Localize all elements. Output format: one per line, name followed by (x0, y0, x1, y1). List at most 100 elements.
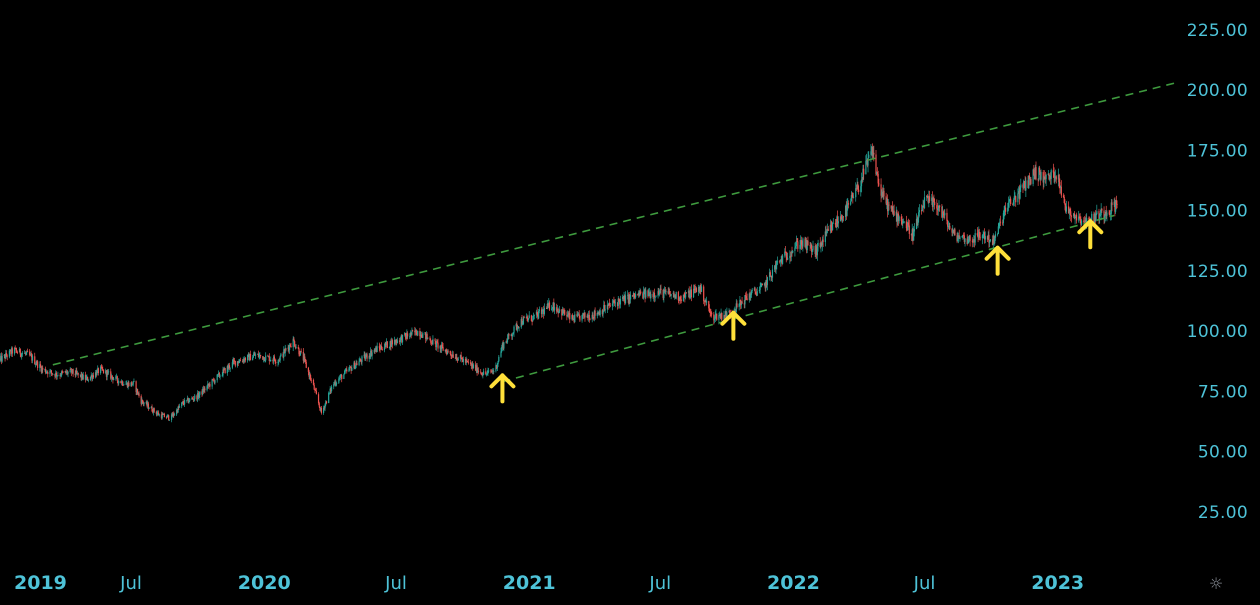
candle (958, 229, 960, 239)
candle (61, 369, 63, 375)
candle (313, 382, 315, 390)
candle (70, 368, 72, 371)
candle (677, 290, 679, 304)
x-axis[interactable]: 2019 Jul 2020 Jul 2021 Jul 2022 Jul 2023 (14, 572, 1084, 594)
candle (946, 208, 948, 225)
gear-icon[interactable]: ☼ (1208, 574, 1224, 593)
candle (910, 233, 913, 242)
candle (66, 369, 68, 376)
candle (59, 373, 61, 380)
candle (804, 236, 806, 248)
candle (928, 190, 930, 208)
candle (1002, 210, 1005, 226)
candle (170, 412, 173, 423)
candle (241, 359, 244, 363)
candle (40, 365, 42, 374)
candle (976, 227, 978, 237)
candle (1034, 164, 1036, 180)
candle (690, 284, 692, 302)
candle (442, 343, 444, 352)
candle (374, 348, 376, 355)
candle (1017, 188, 1019, 205)
candle (128, 381, 130, 387)
candle (208, 382, 210, 388)
candle (1049, 172, 1052, 185)
candle (799, 240, 801, 254)
candle (866, 158, 868, 168)
candle (868, 151, 870, 159)
candle (501, 344, 503, 353)
candle (613, 296, 615, 304)
candle (1004, 202, 1007, 216)
candle (1029, 176, 1031, 186)
candle (488, 368, 490, 374)
candle (16, 347, 18, 354)
candle (591, 311, 593, 323)
candle (223, 366, 226, 371)
candle (763, 282, 766, 287)
candle (689, 290, 691, 299)
candle (852, 192, 855, 199)
candle (273, 354, 275, 365)
candle (419, 327, 421, 340)
candle (741, 297, 743, 305)
candle (486, 370, 488, 376)
candle (719, 311, 721, 316)
candle (754, 286, 756, 295)
candle (232, 356, 234, 366)
candle (543, 303, 546, 316)
upper-channel-trendline[interactable] (52, 82, 1176, 366)
candle (943, 209, 945, 220)
candle (100, 365, 102, 375)
y-axis[interactable]: 25.00 50.00 75.00 100.00 125.00 150.00 175.00 2… (1187, 21, 1248, 523)
candle (936, 199, 938, 216)
candle (163, 413, 165, 415)
candle (168, 419, 171, 421)
candle (537, 312, 539, 320)
candle (670, 293, 672, 300)
candle (637, 293, 639, 296)
candle (1010, 196, 1012, 206)
candle (394, 339, 396, 345)
lower-channel-trendline[interactable] (502, 214, 1115, 383)
candle (126, 380, 128, 386)
candle (157, 410, 160, 416)
candle (308, 369, 310, 380)
candle (974, 229, 976, 246)
candle (1037, 178, 1039, 186)
candle (604, 304, 606, 314)
candle (1040, 169, 1042, 181)
candle (962, 234, 964, 240)
candle (766, 275, 768, 288)
candle (969, 234, 971, 247)
candle (209, 381, 211, 390)
candle (34, 362, 37, 368)
candle (36, 359, 38, 366)
candle (370, 347, 372, 360)
candle (532, 315, 534, 322)
candle (768, 268, 771, 281)
candle (997, 222, 999, 234)
candle (110, 368, 112, 380)
candle (414, 327, 417, 336)
candle (268, 353, 270, 365)
candle (927, 195, 929, 204)
candle (435, 339, 438, 351)
candle (876, 167, 879, 177)
candle (5, 349, 7, 359)
candle (926, 194, 929, 199)
candle (602, 309, 604, 318)
candle (623, 291, 625, 302)
candle (1111, 199, 1113, 212)
candle (923, 190, 926, 210)
candle (101, 364, 103, 372)
candle (31, 354, 34, 364)
candle (435, 340, 437, 351)
candle (186, 395, 189, 401)
candle (284, 344, 286, 357)
candle (451, 350, 454, 358)
candle (708, 304, 711, 313)
candle (532, 312, 535, 320)
